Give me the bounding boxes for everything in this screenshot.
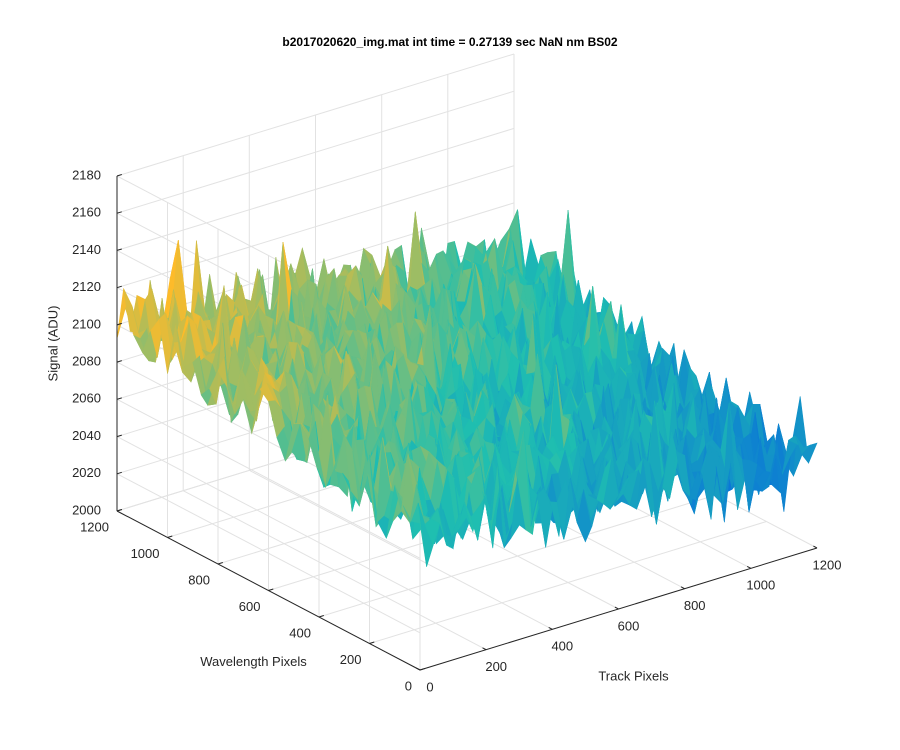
wall-gridline (116, 127, 515, 251)
signal-tick-label: 2080 (72, 354, 101, 369)
wavelength-tick-label: 0 (405, 678, 412, 693)
wall-gridline (116, 53, 515, 177)
signal-tick-label: 2120 (72, 279, 101, 294)
wavelength-tick-label: 200 (340, 652, 362, 667)
signal-tick-label: 2040 (72, 428, 101, 443)
track-tick (482, 647, 487, 651)
floor-gridline (369, 521, 767, 644)
floor-gridline (318, 494, 717, 618)
wall-gridline (116, 165, 515, 289)
wall-gridline (116, 436, 421, 597)
track-axis-label: Track Pixels (598, 668, 669, 683)
signal-tick-label: 2000 (72, 502, 101, 517)
track-tick-label: 1000 (746, 578, 775, 593)
signal-tick (116, 211, 122, 214)
wavelength-tick (419, 668, 425, 671)
wavelength-tick-label: 800 (188, 572, 210, 587)
wavelength-tick-label: 1200 (80, 519, 109, 534)
surface-layer (116, 209, 818, 567)
wavelength-tick-label: 1000 (131, 546, 160, 561)
chart-title: b2017020620_img.mat int time = 0.27139 s… (282, 35, 618, 49)
track-tick-label: 800 (684, 598, 706, 613)
axis-layer (116, 174, 818, 671)
wavelength-tick-label: 600 (239, 599, 261, 614)
track-tick (680, 586, 685, 590)
wall-gridline (116, 473, 421, 634)
wavelength-tick (268, 588, 274, 591)
signal-tick-label: 2100 (72, 316, 101, 331)
signal-tick (116, 360, 122, 363)
track-tick-label: 400 (551, 639, 573, 654)
signal-tick (116, 397, 122, 400)
signal-tick (116, 434, 122, 438)
signal-tick (116, 285, 122, 289)
signal-tick-label: 2140 (72, 242, 101, 257)
signal-tick (116, 322, 122, 326)
wavelength-tick (167, 535, 173, 538)
track-tick-label: 1200 (813, 557, 842, 572)
signal-tick (116, 471, 122, 475)
track-tick-label: 200 (485, 659, 507, 674)
signal-tick-label: 2020 (72, 465, 101, 480)
signal-tick-label: 2060 (72, 391, 101, 406)
signal-tick (116, 174, 122, 177)
signal-tick (116, 248, 122, 251)
track-tick (548, 626, 553, 630)
track-tick (746, 565, 752, 569)
wall-gridline (116, 398, 421, 559)
wavelength-axis-label: Wavelength Pixels (200, 654, 307, 669)
track-tick (813, 545, 818, 549)
text-layer: 0 200 400 600 800 1000 1200 0 200 400 600 800 1000 12… (45, 35, 841, 694)
surface-patch (801, 442, 818, 464)
signal-axis-label: Signal (ADU) (45, 306, 60, 382)
track-tick (614, 606, 619, 610)
signal-tick-label: 2180 (72, 167, 101, 182)
wall-gridline (116, 90, 515, 214)
wavelength-tick (318, 615, 324, 618)
wavelength-tick (217, 562, 223, 565)
wavelength-tick (369, 641, 375, 644)
signal-tick (116, 509, 122, 512)
signal-tick-label: 2160 (72, 205, 101, 220)
wavelength-tick-label: 400 (289, 625, 311, 640)
track-tick (416, 667, 421, 671)
track-tick-label: 0 (426, 679, 433, 694)
track-tick-label: 600 (618, 618, 640, 633)
